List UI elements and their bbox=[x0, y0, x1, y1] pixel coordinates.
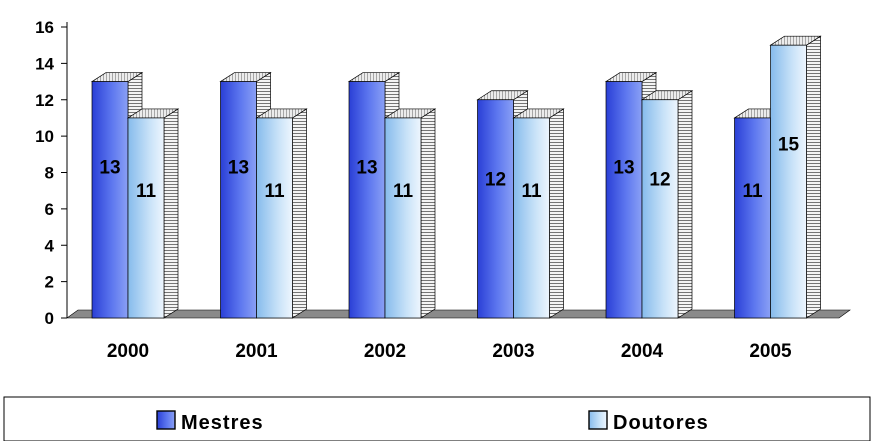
legend-label-doutores: Doutores bbox=[613, 412, 709, 434]
bar-doutores-2003: 11 bbox=[512, 108, 565, 319]
y-tick-labels: 0 2 4 6 8 10 12 14 16 bbox=[35, 18, 67, 328]
bar-doutores-2005: 15 bbox=[769, 35, 822, 319]
legend-box bbox=[3, 396, 871, 441]
legend: Mestres Doutores bbox=[3, 396, 871, 441]
data-label: 11 bbox=[742, 181, 763, 202]
bar-front-face bbox=[477, 99, 514, 319]
bar-front-face bbox=[605, 81, 643, 319]
bar-front-face bbox=[91, 81, 129, 319]
x-tick-label: 2004 bbox=[621, 341, 664, 362]
bar-front-face bbox=[770, 44, 807, 319]
bar-series: 13 11 13 11 13 11 12 11 13 12 11 15 bbox=[90, 35, 822, 319]
y-tick-label: 4 bbox=[45, 236, 55, 255]
bar-doutores-2002: 11 bbox=[383, 108, 437, 319]
bar-side-face bbox=[549, 108, 564, 319]
data-label: 11 bbox=[264, 181, 285, 202]
y-tick-label: 12 bbox=[35, 91, 54, 110]
x-tick-label: 2000 bbox=[107, 341, 149, 362]
bar-doutores-2000: 11 bbox=[126, 108, 180, 319]
bar-front-face bbox=[734, 117, 771, 319]
data-label: 15 bbox=[778, 134, 800, 155]
data-label: 11 bbox=[521, 181, 542, 202]
bar-front-face bbox=[384, 117, 422, 319]
x-tick-label: 2003 bbox=[492, 341, 534, 362]
x-category-labels: 2000 2001 2002 2003 2004 2005 bbox=[107, 341, 792, 362]
bar-front-face bbox=[513, 117, 550, 319]
data-label: 11 bbox=[393, 181, 414, 202]
data-label: 13 bbox=[356, 158, 377, 179]
y-tick-label: 0 bbox=[45, 309, 54, 328]
x-tick-label: 2001 bbox=[235, 341, 278, 362]
data-label: 11 bbox=[136, 181, 157, 202]
bar-front-face bbox=[348, 81, 386, 319]
bar-doutores-2001: 11 bbox=[255, 108, 308, 319]
bar-front-face bbox=[641, 99, 679, 319]
bar-front-face bbox=[127, 117, 165, 319]
data-label: 13 bbox=[99, 158, 120, 179]
chart-floor bbox=[66, 309, 851, 319]
data-label: 13 bbox=[228, 158, 249, 179]
y-tick-label: 2 bbox=[45, 273, 54, 292]
y-tick-label: 14 bbox=[35, 54, 54, 73]
y-tick-label: 6 bbox=[45, 200, 54, 219]
legend-swatch-mestres bbox=[156, 410, 176, 430]
bar-side-face bbox=[420, 108, 436, 319]
bar-side-face bbox=[806, 35, 821, 319]
bar-front-face bbox=[256, 117, 293, 319]
data-label: 12 bbox=[649, 169, 670, 190]
y-tick-label: 16 bbox=[35, 18, 54, 37]
data-label: 12 bbox=[485, 169, 506, 190]
legend-swatch-doutores bbox=[588, 410, 608, 430]
data-label: 13 bbox=[613, 158, 634, 179]
bar-doutores-2004: 12 bbox=[640, 90, 694, 319]
y-tick-label: 10 bbox=[35, 127, 54, 146]
bar-side-face bbox=[292, 108, 307, 319]
x-tick-label: 2005 bbox=[749, 341, 792, 362]
y-tick-label: 8 bbox=[45, 164, 54, 183]
legend-label-mestres: Mestres bbox=[181, 412, 264, 434]
bar-side-face bbox=[163, 108, 179, 319]
bar-front-face bbox=[220, 81, 257, 319]
x-tick-label: 2002 bbox=[364, 341, 406, 362]
bar-side-face bbox=[677, 90, 693, 319]
